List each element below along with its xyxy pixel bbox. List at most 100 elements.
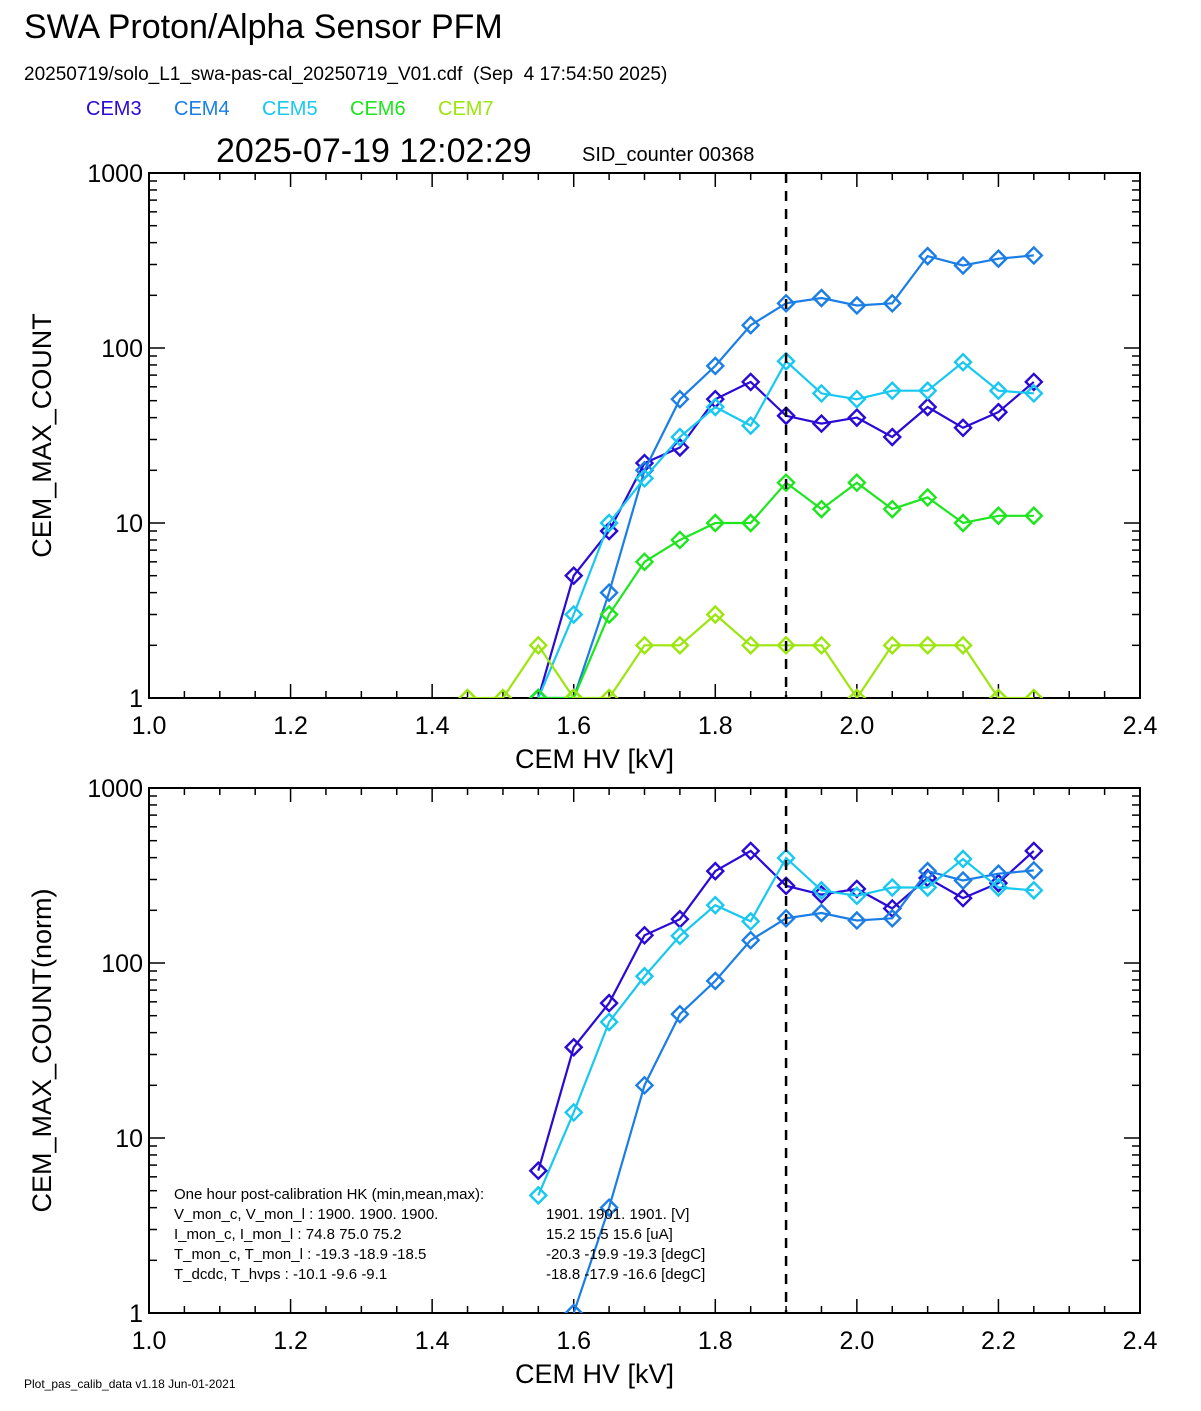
- panel2-xtick-label: 2.2: [981, 1327, 1016, 1355]
- panel1-point-cem3: [811, 413, 832, 434]
- panel1-point-cem7: [953, 635, 973, 656]
- panel2-point-cem3: [740, 841, 761, 861]
- panel1-point-cem6: [847, 472, 867, 493]
- panel2-point-cem5: [528, 1185, 549, 1206]
- panel2-point-cem3: [953, 888, 973, 908]
- panel1-point-cem5: [705, 397, 725, 417]
- panel2-point-cem4: [776, 908, 796, 929]
- panel1-point-cem4: [953, 255, 973, 276]
- panel1-point-cem3: [1024, 372, 1044, 392]
- panel1-point-cem4: [740, 315, 761, 335]
- panel1-point-cem5: [988, 381, 1009, 401]
- panel1-point-cem3: [882, 427, 902, 447]
- panel1-xtick-label: 1.0: [132, 712, 167, 740]
- panel2-point-cem4: [953, 870, 973, 891]
- panel1-xtick-label: 1.6: [556, 712, 591, 740]
- panel1-point-cem5: [1024, 383, 1044, 404]
- panel1-point-cem5: [882, 381, 902, 401]
- panel1-point-cem6: [705, 513, 725, 533]
- panel2-point-cem5: [634, 966, 655, 986]
- panel1-point-cem4: [1024, 245, 1044, 266]
- panel2-point-cem4: [599, 1197, 619, 1218]
- panel2-point-cem4: [847, 910, 867, 931]
- panel1-point-cem7: [528, 635, 549, 656]
- panel2-ytick-label: 1000: [87, 775, 143, 803]
- panel1-point-cem7: [670, 635, 690, 656]
- panel1-point-cem4: [847, 295, 867, 316]
- panel1-point-cem6: [953, 513, 973, 533]
- panel1-point-cem6: [670, 530, 690, 550]
- hk-line-4-right: -18.8 -17.9 -16.6 [degC]: [546, 1266, 705, 1283]
- panel1-point-cem4: [776, 293, 796, 314]
- panel1-point-cem5: [670, 427, 690, 447]
- sid-counter: SID_counter 00368: [582, 144, 755, 166]
- panel1-point-cem7: [564, 688, 584, 698]
- panel2-xtick-label: 1.6: [556, 1327, 591, 1355]
- panel1-point-cem3: [917, 397, 938, 417]
- hk-line-4-left: T_dcdc, T_hvps : -10.1 -9.6 -9.1: [174, 1266, 387, 1283]
- hk-line-2-right: 15.2 15.5 15.6 [uA]: [546, 1226, 673, 1243]
- panel1-xtick-label: 1.2: [273, 712, 308, 740]
- panel2-point-cem5: [811, 880, 832, 901]
- panel2-point-cem4: [988, 863, 1009, 884]
- panel1-point-cem4: [599, 582, 619, 603]
- panel2-ytick-label: 1: [129, 1300, 143, 1328]
- legend-item-cem6: CEM6: [350, 98, 406, 120]
- panel2-point-cem4: [740, 930, 761, 950]
- panel1-point-cem3: [740, 372, 761, 392]
- panel1-series-cem7: [457, 604, 1044, 698]
- panel1-point-cem3: [564, 565, 584, 586]
- panel2-point-cem5: [705, 895, 725, 915]
- panel1-point-cem7: [917, 635, 938, 656]
- panel1-point-cem5: [847, 389, 867, 409]
- panel1-point-cem4: [811, 288, 832, 308]
- panel1-point-cem7: [1024, 688, 1044, 698]
- panel1-point-cem7: [493, 688, 513, 698]
- panel2-point-cem3: [564, 1037, 584, 1057]
- footer-version: Plot_pas_calib_data v1.18 Jun-01-2021: [24, 1377, 236, 1391]
- panel1-point-cem6: [811, 499, 832, 519]
- panel2-point-cem3: [634, 925, 655, 945]
- panel1-line-cem7: [467, 613, 1034, 698]
- panel2-series-cem5: [528, 848, 1044, 1206]
- panel1-point-cem3: [776, 406, 796, 426]
- panel1-point-cem5: [564, 604, 584, 625]
- panel2-point-cem5: [847, 886, 867, 906]
- panel2-xtick-label: 1.2: [273, 1327, 308, 1355]
- hk-line-3-right: -20.3 -19.9 -19.3 [degC]: [546, 1246, 705, 1263]
- panel2-point-cem3: [847, 879, 867, 899]
- panel2-xtick-label: 2.0: [839, 1327, 874, 1355]
- panel1-point-cem7: [988, 688, 1009, 698]
- panel2-point-cem5: [917, 877, 938, 898]
- panel1-xtick-label: 2.4: [1123, 712, 1158, 740]
- panel1-point-cem7: [776, 635, 796, 656]
- panel1-point-cem7: [847, 688, 867, 698]
- panel2-xtick-label: 1.4: [415, 1327, 450, 1355]
- panel2-point-cem5: [1024, 880, 1044, 901]
- panel1-point-cem7: [457, 688, 478, 698]
- panel2-point-cem3: [776, 876, 796, 896]
- timestamp: 2025-07-19 12:02:29: [216, 132, 532, 170]
- legend-item-cem4: CEM4: [174, 98, 230, 120]
- page-title: SWA Proton/Alpha Sensor PFM: [24, 8, 503, 46]
- panel2-point-cem5: [740, 911, 761, 932]
- panel1-point-cem6: [1024, 506, 1044, 526]
- panel1-point-cem5: [740, 415, 761, 436]
- panel1-xtick-label: 2.0: [839, 712, 874, 740]
- panel1-point-cem6: [988, 506, 1009, 526]
- panel1-ytick-label: 10: [115, 510, 143, 538]
- legend-item-cem5: CEM5: [262, 98, 318, 120]
- panel2-xtick-label: 1.8: [698, 1327, 733, 1355]
- panel1-point-cem3: [599, 521, 619, 541]
- panel1-frame: [148, 172, 1141, 699]
- panel1-point-cem7: [634, 635, 655, 656]
- panel1-point-cem6: [776, 472, 796, 493]
- panel1-point-cem6: [917, 487, 938, 508]
- panel2-series-cem4: [564, 860, 1044, 1313]
- legend-item-cem3: CEM3: [86, 98, 142, 120]
- file-subtitle: 20250719/solo_L1_swa-pas-cal_20250719_V0…: [24, 64, 668, 85]
- panel1-point-cem4: [705, 356, 725, 376]
- panel2-xlabel: CEM HV [kV]: [515, 1359, 674, 1389]
- panel1-point-cem5: [917, 381, 938, 401]
- legend-item-cem7: CEM7: [438, 98, 494, 120]
